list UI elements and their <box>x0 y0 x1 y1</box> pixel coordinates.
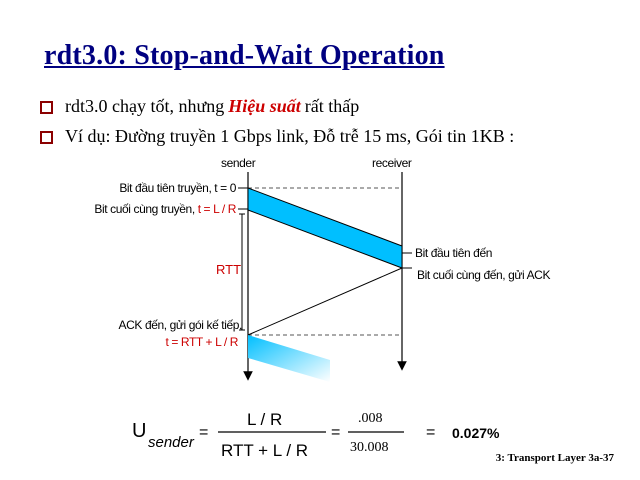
bullet-item-2: Ví dụ: Đường truyền 1 Gbps link, Đỗ trễ … <box>40 126 514 147</box>
formula-subscript: sender <box>148 434 194 451</box>
formula-u: U <box>132 420 147 442</box>
formula-equals-2: = <box>331 424 341 441</box>
bullet-square-icon <box>40 101 53 114</box>
last-bit-sent-time: t = L / R <box>197 202 237 216</box>
ack-time-label: t = RTT + L / R <box>165 335 239 349</box>
formula-numerator: L / R <box>247 410 283 429</box>
formula-denominator-2: 30.008 <box>350 440 389 455</box>
formula-equals-3: = <box>426 424 436 441</box>
rtt-label: RTT <box>216 262 242 277</box>
bullet-square-icon <box>40 131 53 144</box>
bullet-item-1: rdt3.0 chạy tốt, nhưng Hiệu suất rất thấ… <box>40 96 359 117</box>
ack-arrives-label: ACK đến, gửi gói kế tiếp, <box>118 318 243 332</box>
bullet-1-text-pre: rdt3.0 chạy tốt, nhưng <box>65 96 225 116</box>
bullet-1-text-post: rất thấp <box>304 96 360 116</box>
sender-label: sender <box>221 156 256 170</box>
first-bit-sent-label: Bit đầu tiên truyền, t = 0 <box>119 181 236 195</box>
formula-equals-1: = <box>199 424 209 441</box>
formula-denominator: RTT + L / R <box>221 441 309 460</box>
formula-result: 0.027% <box>452 425 500 441</box>
receiver-label: receiver <box>372 156 412 170</box>
packet-transmission-band <box>247 187 403 269</box>
first-bit-arrives-label: Bit đầu tiên đến <box>415 246 492 260</box>
slide-title: rdt3.0: Stop-and-Wait Operation <box>44 40 445 71</box>
last-bit-sent-label: Bit cuối cùng truyền, t = L / R <box>94 202 236 216</box>
next-packet-band <box>248 335 330 382</box>
last-bit-arrives-label: Bit cuối cùng đến, gửi ACK <box>417 268 551 282</box>
formula-numerator-2: .008 <box>358 411 383 426</box>
bullet-2-text: Ví dụ: Đường truyền 1 Gbps link, Đỗ trễ … <box>65 126 515 146</box>
ack-line <box>247 267 403 336</box>
bullet-1-highlight: Hiệu suất <box>228 96 301 116</box>
slide-footer: 3: Transport Layer 3a-37 <box>495 452 614 464</box>
